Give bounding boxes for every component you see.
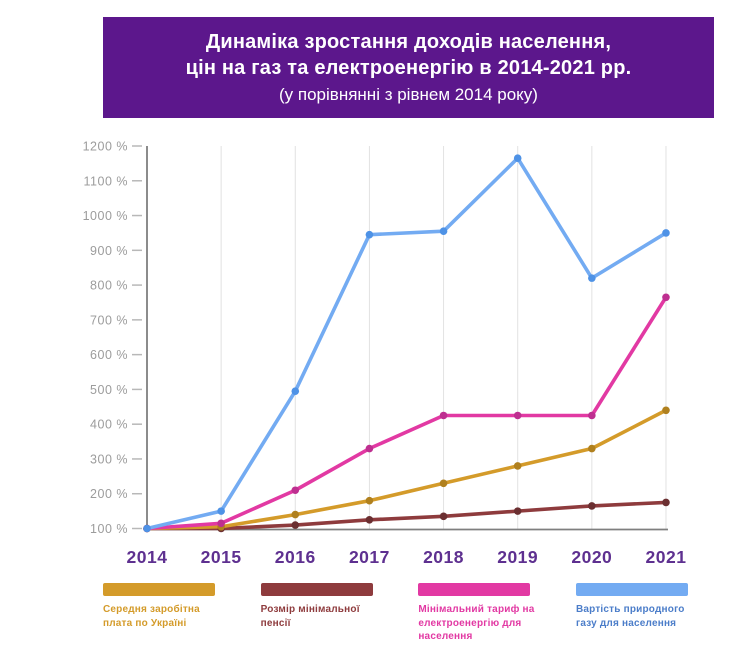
data-point (662, 498, 670, 507)
data-point (291, 510, 300, 519)
data-point (513, 411, 522, 420)
legend-label: Розмір мінімальної пенсії (260, 604, 360, 629)
data-point (662, 406, 670, 415)
y-axis-label: 600 % (90, 348, 128, 362)
data-point (439, 411, 448, 420)
data-point (365, 516, 374, 524)
series-line (145, 156, 668, 531)
data-point (217, 519, 225, 528)
y-axis-label: 1100 % (84, 174, 128, 188)
y-axis-label: 300 % (90, 452, 128, 466)
data-point (588, 411, 596, 420)
legend-swatch (103, 583, 215, 596)
data-point (365, 496, 374, 505)
legend-label: Середня заробітна плата по Україні (103, 604, 200, 629)
x-axis-label: 2014 (127, 547, 168, 567)
series-line (145, 295, 668, 531)
legend-item-4: Вартість природного газу для населення (575, 583, 703, 644)
title-subtitle: (у порівнянні з рівнем 2014 року) (279, 85, 538, 104)
title-line-1: Динаміка зростання доходів населення, (205, 31, 612, 53)
x-axis-label: 2018 (423, 547, 464, 567)
legend-item-2: Розмір мінімальної пенсії (260, 583, 388, 644)
legend-swatch (575, 583, 688, 596)
legend-label: Вартість природного газу для населення (575, 604, 685, 629)
legend-swatch (260, 583, 373, 596)
data-point (588, 444, 596, 453)
data-point (365, 230, 374, 239)
legend-item-1: Середня заробітна плата по Україні (103, 583, 230, 644)
line-chart: 100 % 200 % 300 % 400 % 500 % 600 % 700 % 800 %… (83, 140, 687, 568)
data-point (291, 521, 300, 529)
data-point (143, 524, 151, 533)
series-line (145, 500, 668, 531)
legend-item-3: Мінімальний тариф на електроенергію для … (418, 583, 545, 644)
y-axis-label: 200 % (90, 487, 128, 501)
data-point (588, 502, 596, 510)
data-point (291, 486, 300, 495)
y-axis-label: 1000 % (83, 209, 128, 223)
data-point (662, 229, 670, 237)
y-axis-label: 800 % (90, 279, 128, 293)
data-point (439, 479, 448, 488)
data-point (513, 154, 522, 162)
chart-legend: Середня заробітна плата по Україні Розмір… (103, 583, 703, 644)
data-point (365, 444, 374, 453)
data-point (662, 293, 670, 302)
y-axis-label: 400 % (90, 418, 128, 432)
y-axis-label: 500 % (90, 383, 128, 397)
y-axis-label: 100 % (90, 522, 128, 536)
legend-swatch (418, 583, 531, 596)
x-axis-label: 2020 (571, 547, 612, 567)
title-banner: Динаміка зростання доходів населення, ці… (103, 17, 714, 118)
data-point (439, 512, 448, 521)
data-point (513, 507, 522, 515)
y-axis-label: 700 % (90, 313, 128, 327)
data-point (513, 462, 522, 470)
x-axis-label: 2015 (201, 547, 242, 567)
x-axis-label: 2021 (646, 547, 687, 567)
y-axis-label: 1200 % (83, 140, 128, 154)
x-axis-label: 2017 (349, 547, 390, 567)
data-point (291, 387, 300, 395)
data-point (217, 507, 225, 515)
legend-label: Мінімальний тариф на електроенергію для … (418, 604, 535, 642)
series-line (145, 408, 668, 531)
x-axis-label: 2019 (497, 547, 538, 567)
y-axis-label: 900 % (90, 244, 128, 258)
title-line-2: цін на газ та електроенергію в 2014-2021… (185, 57, 632, 79)
data-point (439, 227, 448, 235)
x-axis-label: 2016 (275, 547, 316, 567)
data-point (588, 274, 596, 282)
